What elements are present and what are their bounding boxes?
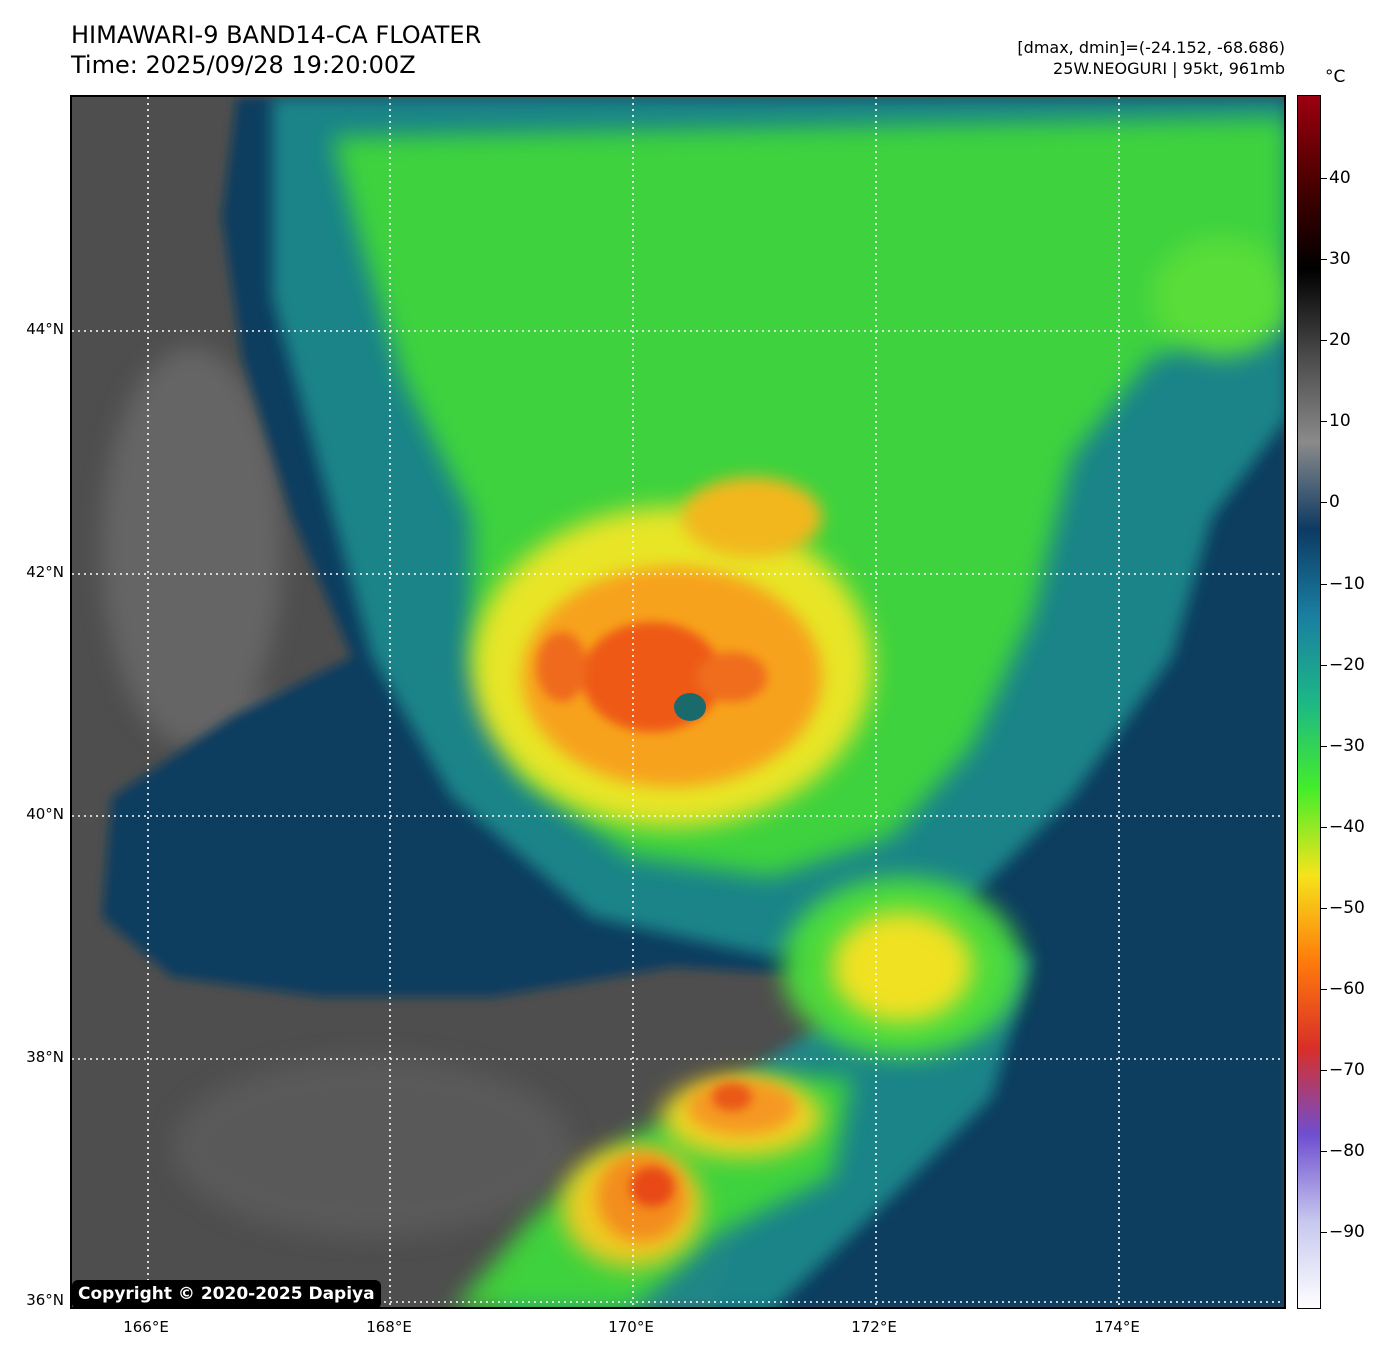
- colorbar-unit: °C: [1325, 67, 1346, 87]
- copyright-badge: Copyright © 2020-2025 Dapiya: [72, 1280, 381, 1309]
- colorbar-tick: [1321, 1232, 1327, 1233]
- lat-label-38n: 38°N: [26, 1048, 64, 1066]
- colorbar-tick-label: −60: [1329, 979, 1365, 999]
- colorbar-tick-label: −40: [1329, 817, 1365, 837]
- graticule-lines: [72, 97, 1284, 1307]
- colorbar-tick-label: 0: [1329, 492, 1340, 512]
- colorbar-tick-label: −90: [1329, 1222, 1365, 1242]
- lon-label-168e: 168°E: [366, 1318, 412, 1336]
- storm-info: 25W.NEOGURI | 95kt, 961mb: [1053, 59, 1285, 78]
- colorbar: [1297, 95, 1321, 1309]
- satellite-imagery-svg: [72, 97, 1284, 1307]
- colorbar-tick: [1321, 989, 1327, 990]
- lat-label-42n: 42°N: [26, 563, 64, 581]
- colorbar-tick-label: −20: [1329, 655, 1365, 675]
- colorbar-tick-label: −70: [1329, 1060, 1365, 1080]
- colorbar-tick-label: 10: [1329, 411, 1351, 431]
- colorbar-tick: [1321, 421, 1327, 422]
- colorbar-tick-label: 40: [1329, 168, 1351, 188]
- lon-label-172e: 172°E: [851, 1318, 897, 1336]
- lon-label-174e: 174°E: [1094, 1318, 1140, 1336]
- colorbar-tick-label: −10: [1329, 574, 1365, 594]
- colorbar-tick-label: −80: [1329, 1141, 1365, 1161]
- colorbar-tick-label: 20: [1329, 330, 1351, 350]
- lon-label-166e: 166°E: [123, 1318, 169, 1336]
- colorbar-tick: [1321, 340, 1327, 341]
- colorbar-tick-label: −30: [1329, 736, 1365, 756]
- cloud-core-red: [537, 622, 767, 1207]
- lat-label-40n: 40°N: [26, 805, 64, 823]
- lon-label-170e: 170°E: [608, 1318, 654, 1336]
- colorbar-tick: [1321, 1070, 1327, 1071]
- lat-label-44n: 44°N: [26, 320, 64, 338]
- lat-label-36n: 36°N: [26, 1291, 64, 1309]
- timestamp-title: Time: 2025/09/28 19:20:00Z: [71, 51, 416, 79]
- storm-eye: [674, 693, 706, 721]
- chart-title: HIMAWARI-9 BAND14-CA FLOATER: [71, 21, 482, 49]
- satellite-image: [70, 95, 1286, 1309]
- colorbar-tick: [1321, 259, 1327, 260]
- colorbar-tick-label: 30: [1329, 249, 1351, 269]
- colorbar-tick: [1321, 746, 1327, 747]
- colorbar-tick: [1321, 584, 1327, 585]
- data-range-info: [dmax, dmin]=(-24.152, -68.686): [1017, 38, 1285, 57]
- colorbar-tick: [1321, 178, 1327, 179]
- colorbar-tick: [1321, 502, 1327, 503]
- colorbar-tick: [1321, 665, 1327, 666]
- colorbar-tick: [1321, 1151, 1327, 1152]
- colorbar-tick-label: −50: [1329, 898, 1365, 918]
- colorbar-tick: [1321, 827, 1327, 828]
- colorbar-tick: [1321, 908, 1327, 909]
